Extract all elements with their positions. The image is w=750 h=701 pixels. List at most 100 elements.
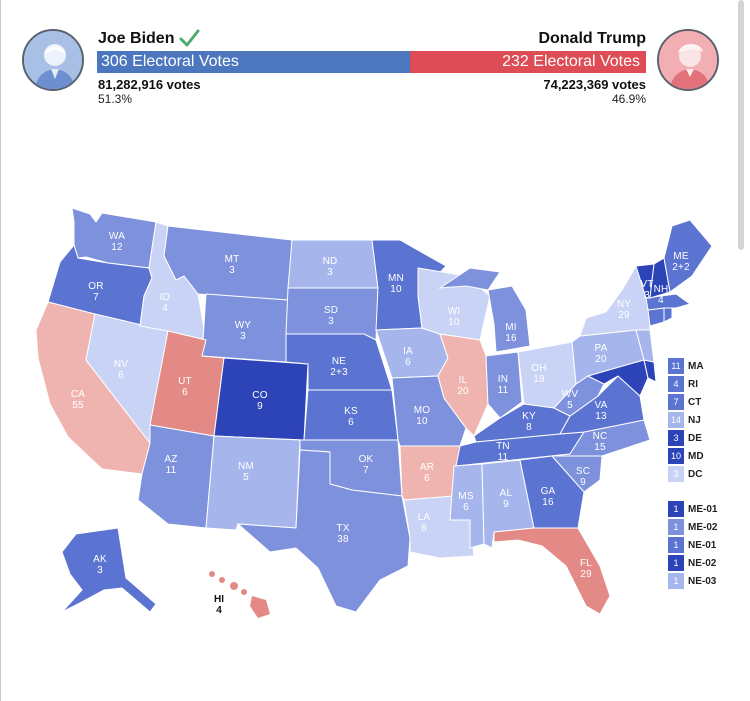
small-state-row[interactable]: 4 RI xyxy=(668,375,738,393)
small-state-row[interactable]: 7 CT xyxy=(668,393,738,411)
state-TX[interactable] xyxy=(236,449,411,613)
small-state-ev-box: 10 xyxy=(668,448,684,464)
label-NC-abbr: NC xyxy=(593,431,608,442)
label-KY-abbr: KY xyxy=(522,411,536,422)
label-SC-ev: 9 xyxy=(580,477,586,488)
label-PA-ev: 20 xyxy=(595,354,607,365)
scrollbar[interactable] xyxy=(738,0,744,250)
small-state-label: CT xyxy=(688,396,702,408)
label-HI-abbr: HI xyxy=(214,594,224,605)
small-state-row[interactable]: 11 MA xyxy=(668,357,738,375)
small-state-row[interactable]: 3 DC xyxy=(668,465,738,483)
label-GA-ev: 16 xyxy=(542,497,554,508)
state-MI[interactable] xyxy=(487,285,531,353)
winner-check-icon xyxy=(179,29,200,47)
label-IA-ev: 6 xyxy=(405,357,411,368)
district-label: NE-03 xyxy=(688,575,717,587)
label-OR-abbr: OR xyxy=(88,281,103,292)
label-AR-abbr: AR xyxy=(420,462,434,473)
label-SD-ev: 3 xyxy=(328,316,334,327)
label-SC-abbr: SC xyxy=(576,466,590,477)
state-CT[interactable] xyxy=(647,307,665,327)
label-CO-ev: 9 xyxy=(257,401,263,412)
label-CA-ev: 55 xyxy=(72,400,84,411)
label-NM-abbr: NM xyxy=(238,461,254,472)
small-state-ev-box: 7 xyxy=(668,394,684,410)
small-state-label: RI xyxy=(688,378,698,390)
label-WV-ev: 5 xyxy=(567,400,573,411)
label-ID-abbr: ID xyxy=(160,292,170,303)
state-NM[interactable] xyxy=(205,435,301,531)
label-MT-abbr: MT xyxy=(225,254,240,265)
district-row[interactable]: 1 NE-03 xyxy=(668,572,738,590)
label-NH-ev: 4 xyxy=(658,295,664,306)
state-MA[interactable] xyxy=(645,293,692,311)
label-WY-ev: 3 xyxy=(240,331,246,342)
label-WA-abbr: WA xyxy=(109,231,125,242)
state-HI[interactable] xyxy=(209,571,270,618)
small-state-label: NJ xyxy=(688,414,701,426)
label-SD-abbr: SD xyxy=(324,305,338,316)
label-HI-ev: 4 xyxy=(216,605,222,616)
trump-avatar xyxy=(657,29,719,91)
biden-popular-votes: 81,282,916 votes xyxy=(98,77,201,92)
biden-vote-percent: 51.3% xyxy=(98,92,133,106)
label-IL-abbr: IL xyxy=(459,375,468,386)
label-VA-abbr: VA xyxy=(595,400,608,411)
label-IN-abbr: IN xyxy=(498,374,508,385)
label-NV-abbr: NV xyxy=(114,359,128,370)
label-WV-abbr: WV xyxy=(562,389,579,400)
state-labels: WA 12 OR 7 CA 55 NV 6 ID 4 MT 3 WY 3 UT … xyxy=(71,231,690,616)
label-MS-ev: 6 xyxy=(463,502,469,513)
district-row[interactable]: 1 NE-02 xyxy=(668,554,738,572)
label-VA-ev: 13 xyxy=(595,411,607,422)
label-FL-ev: 29 xyxy=(580,569,592,580)
small-state-ev-box: 14 xyxy=(668,412,684,428)
small-state-row[interactable]: 3 DE xyxy=(668,429,738,447)
label-NV-ev: 6 xyxy=(118,370,124,381)
label-IL-ev: 20 xyxy=(457,386,469,397)
state-FL[interactable] xyxy=(493,527,611,615)
label-OK-abbr: OK xyxy=(359,454,374,465)
district-row[interactable]: 1 NE-01 xyxy=(668,536,738,554)
label-AR-ev: 6 xyxy=(424,473,430,484)
label-WA-ev: 12 xyxy=(111,242,123,253)
state-IL[interactable] xyxy=(437,333,489,437)
state-MI-upper[interactable] xyxy=(438,267,501,291)
small-state-ev-box: 3 xyxy=(668,430,684,446)
label-TX-abbr: TX xyxy=(336,523,349,534)
label-OK-ev: 7 xyxy=(363,465,369,476)
district-row[interactable]: 1 ME-01 xyxy=(668,500,738,518)
district-ev-box: 1 xyxy=(668,501,684,517)
district-row[interactable]: 1 ME-02 xyxy=(668,518,738,536)
label-KY-ev: 8 xyxy=(526,422,532,433)
small-state-row[interactable]: 10 MD xyxy=(668,447,738,465)
label-NE-abbr: NE xyxy=(332,356,346,367)
label-TX-ev: 38 xyxy=(337,534,349,545)
label-UT-abbr: UT xyxy=(178,376,192,387)
label-GA-abbr: GA xyxy=(541,486,556,497)
state-ME[interactable] xyxy=(663,219,713,293)
small-state-label: MA xyxy=(688,360,704,372)
label-NH-abbr: NH xyxy=(654,284,669,295)
district-ev-box: 1 xyxy=(668,555,684,571)
label-IN-ev: 11 xyxy=(498,385,509,396)
state-IN[interactable] xyxy=(485,351,523,419)
label-NY-abbr: NY xyxy=(617,299,631,310)
district-label: ME-02 xyxy=(688,521,718,533)
label-OH-abbr: OH xyxy=(531,363,546,374)
label-MS-abbr: MS xyxy=(458,491,474,502)
state-AK[interactable] xyxy=(61,527,157,613)
label-MI-abbr: MI xyxy=(505,322,517,333)
label-IA-abbr: IA xyxy=(403,346,413,357)
district-label: NE-02 xyxy=(688,557,717,569)
small-state-row[interactable]: 14 NJ xyxy=(668,411,738,429)
biden-avatar xyxy=(22,29,84,91)
label-AK-abbr: AK xyxy=(93,554,107,565)
label-AK-ev: 3 xyxy=(97,565,103,576)
trump-vote-percent: 46.9% xyxy=(611,92,646,106)
label-CO-abbr: CO xyxy=(252,390,267,401)
state-AR[interactable] xyxy=(399,445,461,501)
trump-popular-votes: 74,223,369 votes xyxy=(543,77,646,92)
